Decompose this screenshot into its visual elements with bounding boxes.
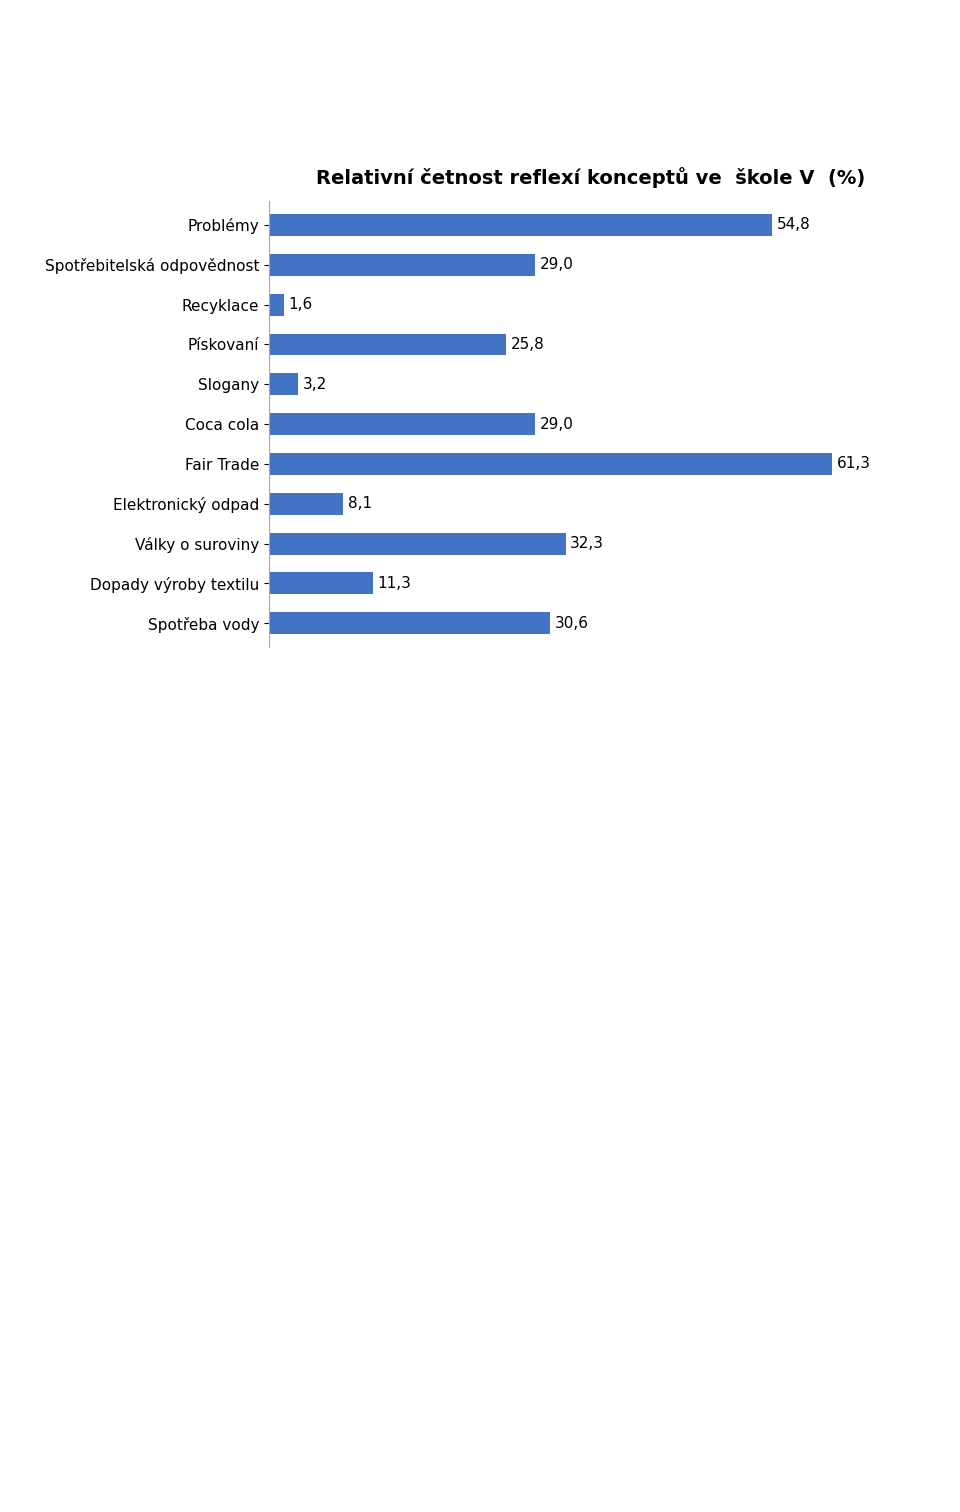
Bar <box>269 413 536 435</box>
Text: 32,3: 32,3 <box>570 537 604 550</box>
Bar <box>269 573 372 594</box>
Bar <box>269 493 344 514</box>
Text: 29,0: 29,0 <box>540 257 574 272</box>
Bar <box>269 334 506 355</box>
Bar <box>269 612 550 634</box>
Bar <box>269 293 283 316</box>
Text: 8,1: 8,1 <box>348 496 372 511</box>
Bar <box>269 532 565 555</box>
Text: 3,2: 3,2 <box>302 376 327 392</box>
Text: 54,8: 54,8 <box>777 218 810 233</box>
Text: 25,8: 25,8 <box>511 337 544 352</box>
Text: 61,3: 61,3 <box>837 457 871 472</box>
Bar <box>269 454 832 475</box>
Text: 11,3: 11,3 <box>377 576 411 591</box>
Text: 30,6: 30,6 <box>555 615 588 631</box>
Bar <box>269 373 299 395</box>
Bar <box>269 215 773 236</box>
Text: 1,6: 1,6 <box>288 298 312 311</box>
Title: Relativní četnost reflexí konceptů ve  škole V  (%): Relativní četnost reflexí konceptů ve šk… <box>316 168 865 189</box>
Bar <box>269 254 536 275</box>
Text: 29,0: 29,0 <box>540 417 574 431</box>
